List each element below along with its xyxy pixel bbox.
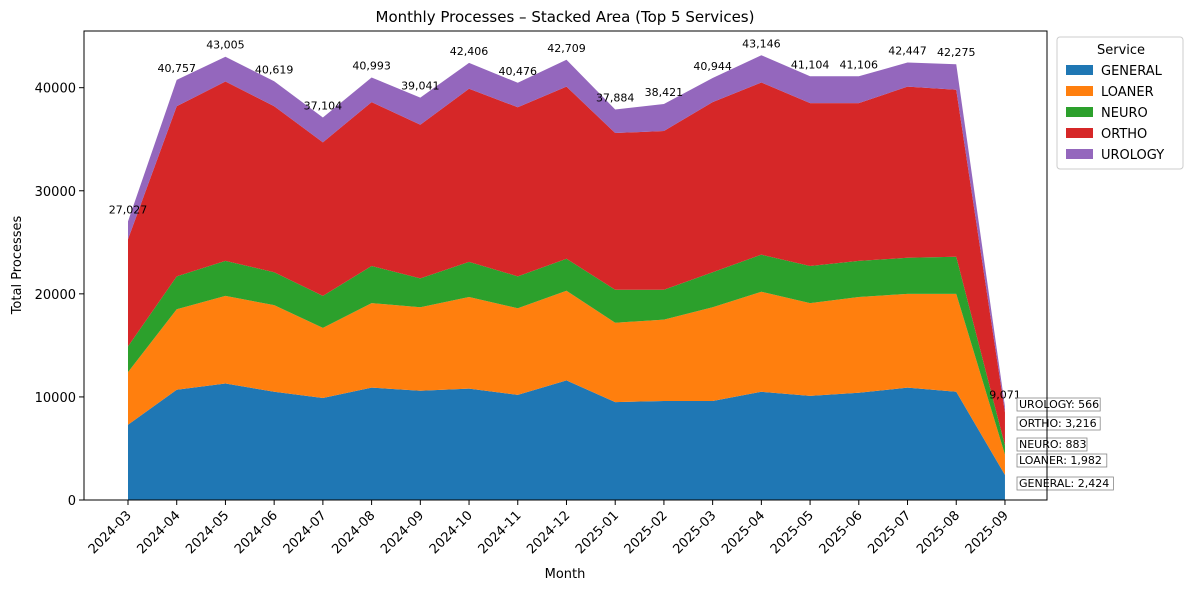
series-area-loaner: [128, 290, 1005, 476]
total-label: 42,709: [547, 42, 586, 55]
legend-swatch-loaner: [1066, 86, 1093, 96]
total-label: 40,944: [693, 60, 732, 73]
legend-label-neuro: NEURO: [1101, 106, 1148, 121]
total-label: 43,005: [206, 39, 245, 52]
total-label: 39,041: [401, 80, 440, 93]
x-tick-label: 2024-09: [378, 508, 427, 557]
total-label: 42,406: [450, 45, 489, 58]
total-label: 41,104: [791, 58, 830, 71]
legend: Service GENERAL LOANER NEURO ORTHO UROLOGY: [1056, 36, 1184, 170]
legend-label-ortho: ORTHO: [1101, 127, 1147, 142]
x-tick-label: 2024-07: [281, 508, 330, 557]
x-tick-label: 2025-06: [817, 508, 866, 557]
x-tick-label: 2024-05: [183, 508, 232, 557]
legend-title: Service: [1097, 43, 1145, 58]
y-tick-label: 20000: [35, 288, 76, 303]
total-label: 42,447: [888, 44, 927, 57]
total-label: 40,993: [352, 59, 391, 72]
legend-label-urology: UROLOGY: [1101, 148, 1164, 163]
total-label: 40,757: [157, 62, 196, 75]
last-label-box: [1016, 397, 1101, 412]
last-label-neuro: NEURO: 883: [1019, 438, 1087, 451]
total-label: 40,476: [499, 65, 538, 78]
total-label: 43,146: [742, 37, 781, 50]
x-tick-label: 2025-01: [573, 508, 622, 557]
x-axis-label: Month: [545, 567, 586, 582]
legend-label-general: GENERAL: [1101, 64, 1163, 79]
x-tick-label: 2025-08: [914, 508, 963, 557]
series-area-ortho: [128, 81, 1005, 446]
last-label-box: [1016, 476, 1114, 491]
series-area-neuro: [128, 254, 1005, 455]
x-tick-label: 2024-03: [86, 508, 135, 557]
total-label: 42,275: [937, 46, 976, 59]
x-tick-label: 2025-07: [865, 508, 914, 557]
x-tick-label: 2024-06: [232, 508, 281, 557]
legend-swatch-neuro: [1066, 107, 1093, 117]
total-label: 37,104: [304, 100, 343, 113]
last-label-box: [1016, 453, 1108, 468]
x-tick-label: 2025-03: [670, 508, 719, 557]
legend-label-loaner: LOANER: [1101, 85, 1154, 100]
last-label-ortho: ORTHO: 3,216: [1019, 417, 1097, 430]
y-tick-label: 10000: [35, 391, 76, 406]
last-label-loaner: LOANER: 1,982: [1019, 454, 1102, 467]
total-label: 27,027: [109, 203, 148, 216]
x-tick-label: 2025-02: [622, 508, 671, 557]
x-tick-label: 2024-08: [329, 508, 378, 557]
last-label-general: GENERAL: 2,424: [1019, 477, 1109, 490]
chart-title: Monthly Processes – Stacked Area (Top 5 …: [376, 8, 755, 26]
x-tick-label: 2024-11: [476, 508, 525, 557]
y-axis-label: Total Processes: [10, 215, 25, 315]
y-tick-label: 0: [68, 494, 76, 509]
last-label-box: [1016, 437, 1088, 452]
x-tick-label: 2024-12: [524, 508, 573, 557]
x-tick-label: 2024-10: [427, 508, 476, 557]
y-tick-label: 40000: [35, 82, 76, 97]
legend-swatch-general: [1066, 65, 1093, 75]
y-tick-label: 30000: [35, 185, 76, 200]
total-label: 37,884: [596, 92, 635, 105]
plot-frame: [83, 30, 1048, 501]
x-tick-label: 2025-09: [963, 508, 1012, 557]
total-label: 41,106: [840, 58, 879, 71]
last-label-box: [1016, 416, 1101, 431]
series-area-general: [128, 380, 1005, 500]
total-label: 38,421: [645, 86, 684, 99]
total-label: 40,619: [255, 63, 294, 76]
total-label: 9,071: [989, 388, 1021, 401]
last-label-urology: UROLOGY: 566: [1019, 398, 1099, 411]
legend-swatch-urology: [1066, 149, 1093, 159]
x-tick-label: 2025-04: [719, 508, 768, 557]
x-tick-label: 2025-05: [768, 508, 817, 557]
legend-swatch-ortho: [1066, 128, 1093, 138]
x-tick-label: 2024-04: [135, 508, 184, 557]
